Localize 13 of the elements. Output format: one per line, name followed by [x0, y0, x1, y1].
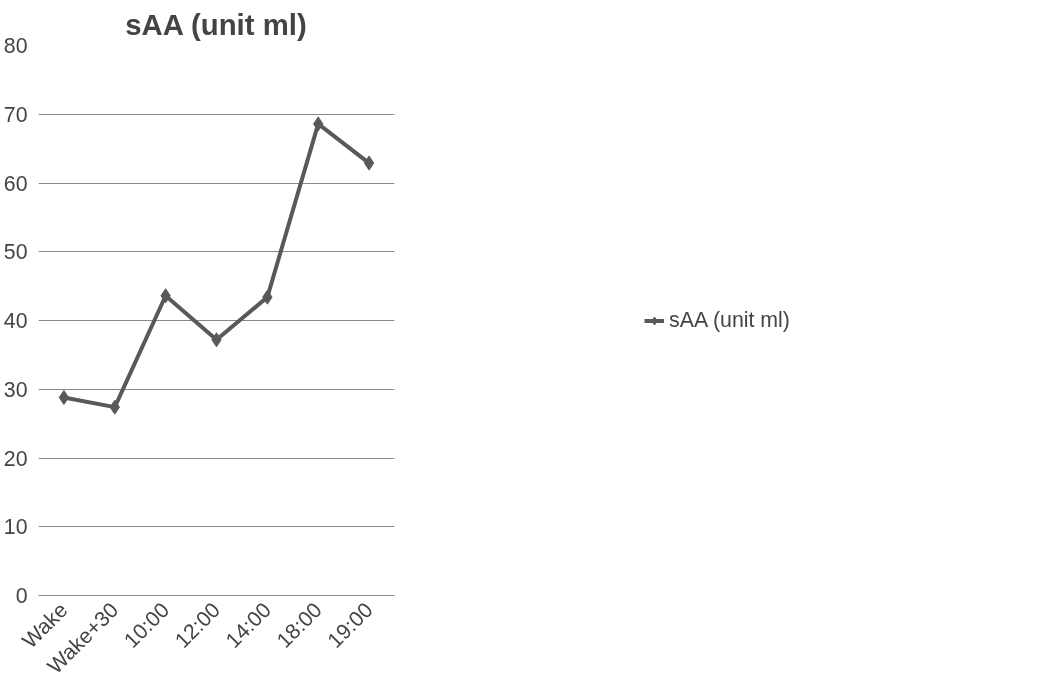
y-tick-label: 50	[3, 240, 28, 265]
y-tick-label: 60	[3, 171, 28, 196]
y-tick-label: 0	[15, 584, 28, 608]
y-tick-label: 70	[3, 102, 28, 127]
y-tick-label: 40	[3, 309, 28, 333]
point	[363, 155, 375, 171]
chart-title: sAA (unit ml)	[125, 7, 307, 41]
point	[58, 390, 70, 405]
y-tick-label: 80	[3, 34, 28, 58]
legend-label: sAA (unit ml)	[669, 307, 790, 333]
y-tick-label: 30	[3, 377, 28, 402]
y-tick-label: 10	[3, 515, 28, 540]
y-tick-label: 20	[3, 446, 28, 471]
